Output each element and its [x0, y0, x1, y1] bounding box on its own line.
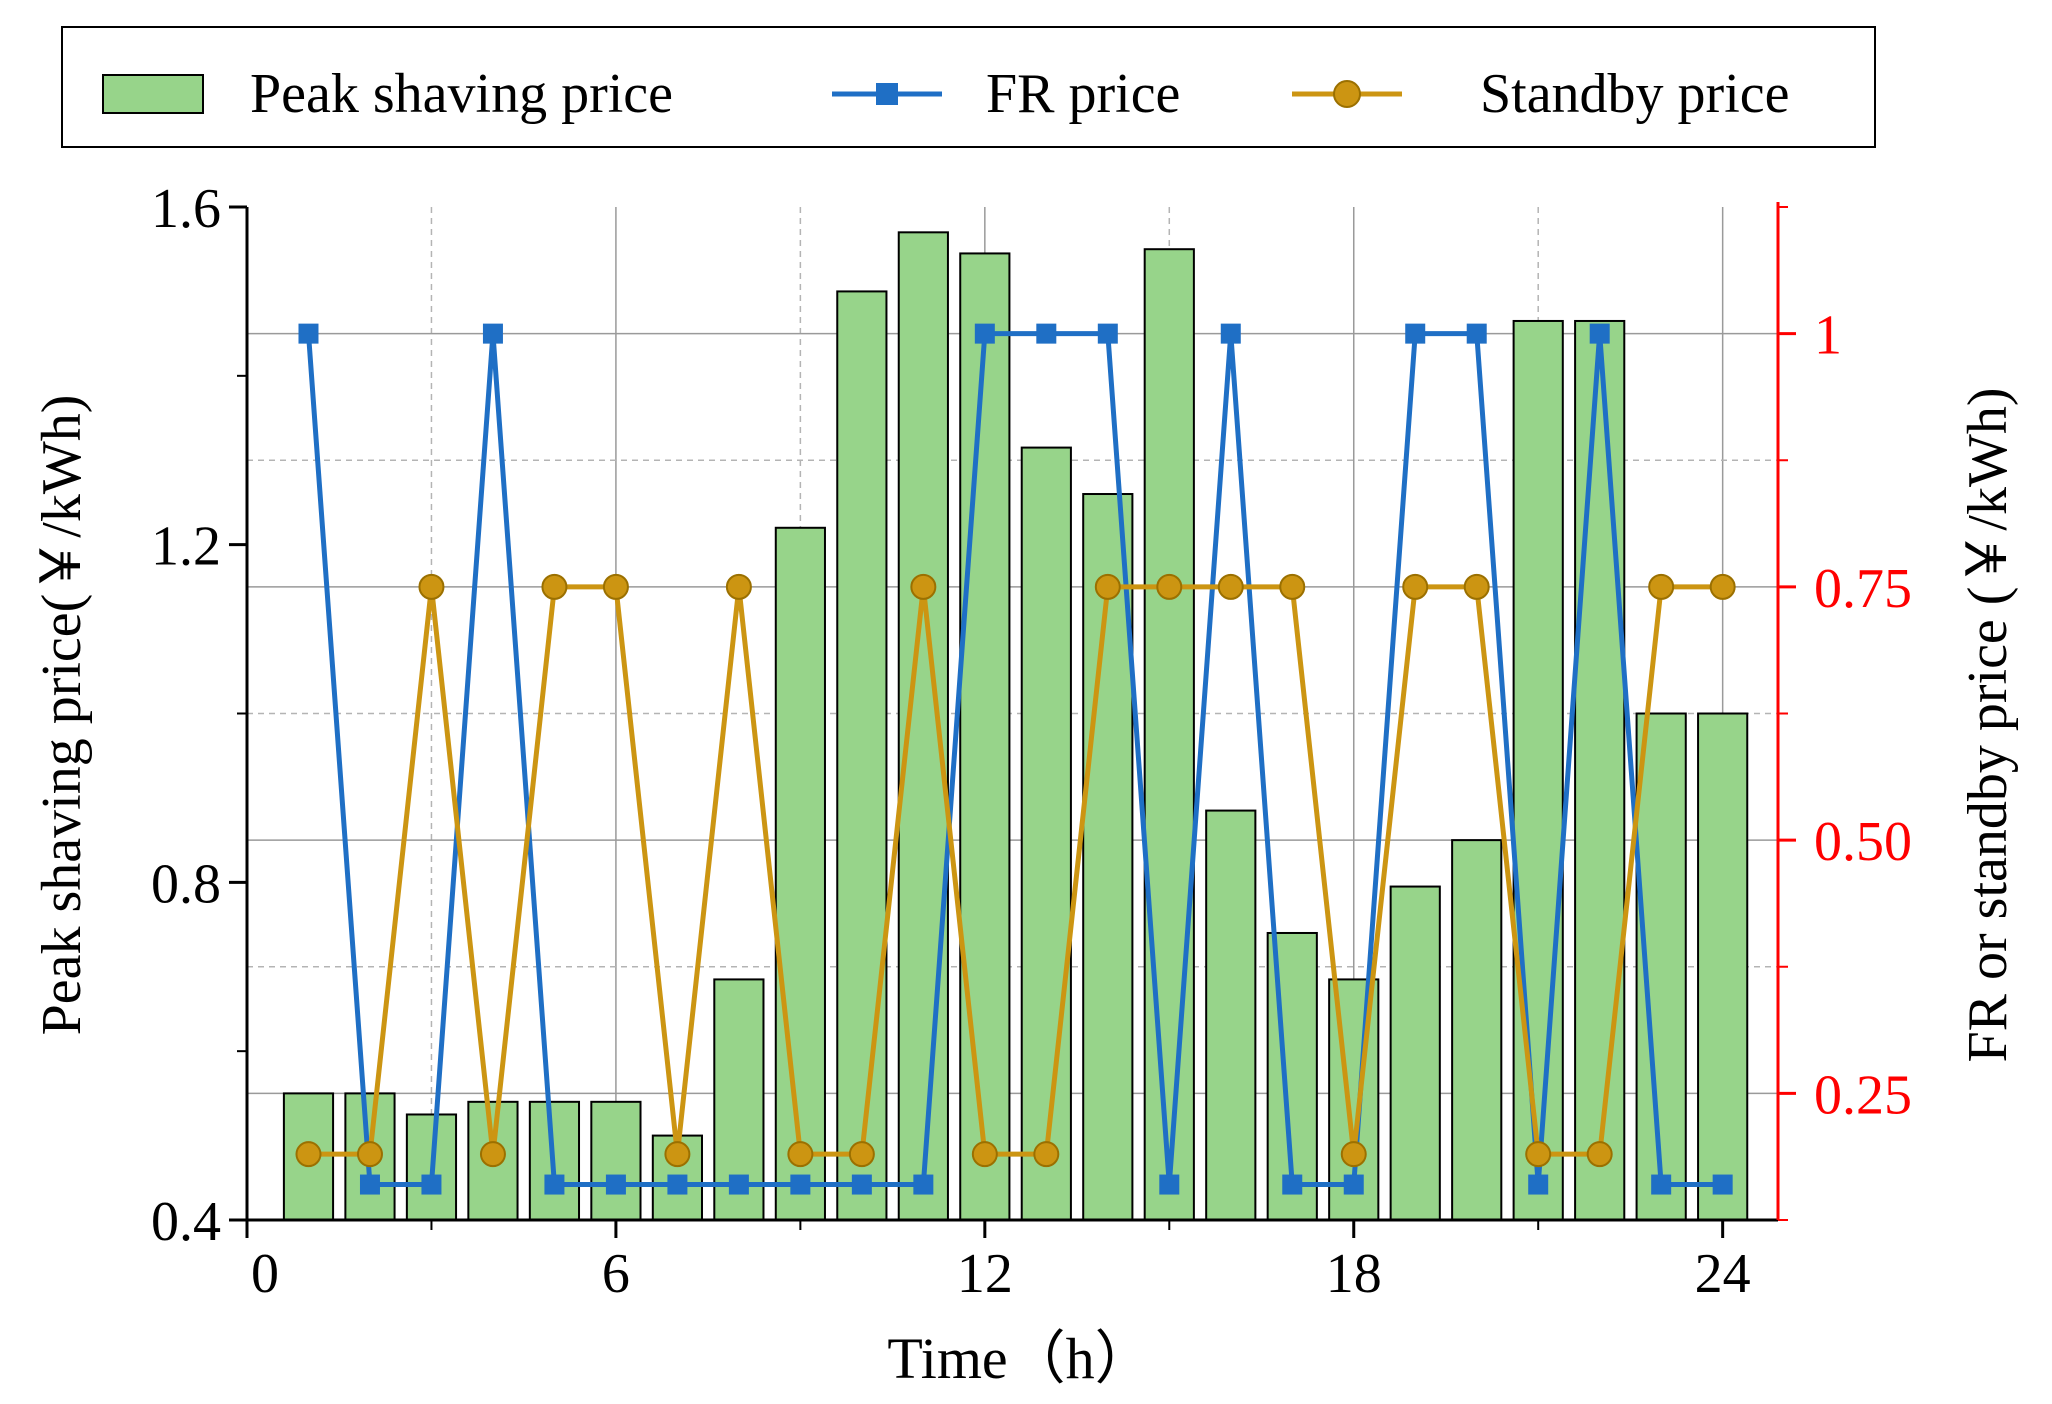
- fr-price-point: [1712, 1174, 1733, 1195]
- standby-price-point: [725, 573, 752, 600]
- bar: [1143, 248, 1195, 1222]
- fr-price-point: [1651, 1174, 1672, 1195]
- bar: [1451, 839, 1503, 1221]
- standby-price-point: [910, 573, 937, 600]
- x-tick-label: 12: [957, 1243, 1013, 1305]
- bar: [1574, 319, 1626, 1221]
- standby-price-point: [602, 573, 629, 600]
- fr-price-point: [1343, 1174, 1364, 1195]
- standby-price-point: [295, 1141, 322, 1168]
- y-left-tick-label: 1.6: [151, 178, 221, 240]
- fr-price-point: [1220, 323, 1241, 344]
- y-right-tick-label: 1: [1814, 305, 1842, 367]
- legend-swatch-standby: [1292, 80, 1402, 108]
- standby-price-point: [1033, 1141, 1060, 1168]
- standby-price-point: [1648, 573, 1675, 600]
- fr-price-point: [1466, 323, 1487, 344]
- fr-price-point: [1589, 323, 1610, 344]
- legend-label-standby: Standby price: [1480, 63, 1789, 125]
- standby-price-point: [1586, 1141, 1613, 1168]
- x-tick-label: 0: [251, 1243, 279, 1305]
- x-tick-label: 6: [602, 1243, 630, 1305]
- fr-price-point: [1528, 1174, 1549, 1195]
- standby-price-point: [1217, 573, 1244, 600]
- series-lines: [295, 323, 1736, 1195]
- standby-price-point: [664, 1141, 691, 1168]
- bar: [1020, 446, 1072, 1221]
- bar: [1082, 493, 1134, 1221]
- legend-label-fr: FR price: [986, 63, 1180, 125]
- y-left-tick-label: 0.8: [151, 853, 221, 915]
- fr-price-point: [1036, 323, 1057, 344]
- legend-label-peak-shaving: Peak shaving price: [250, 63, 673, 125]
- standby-price-point: [1156, 573, 1183, 600]
- fr-price-point: [913, 1174, 934, 1195]
- standby-price-point: [971, 1141, 998, 1168]
- standby-price-point: [356, 1141, 383, 1168]
- y-right-tick-label: 0.75: [1814, 558, 1912, 620]
- y-axis-left-title: Peak shaving price(￥/kWh): [31, 395, 93, 1036]
- standby-price-point: [541, 573, 568, 600]
- x-tick-label: 18: [1326, 1243, 1382, 1305]
- standby-price-point: [1279, 573, 1306, 600]
- bar: [590, 1100, 642, 1221]
- legend-swatch-fr: [832, 83, 942, 105]
- fr-price-point: [1159, 1174, 1180, 1195]
- bar: [1512, 319, 1564, 1221]
- bar: [1697, 712, 1749, 1221]
- standby-price-point: [1525, 1141, 1552, 1168]
- standby-price-point: [1709, 573, 1736, 600]
- fr-price-line: [305, 331, 1723, 1188]
- legend: Peak shaving price FR price Standby pric…: [61, 26, 1876, 148]
- fr-price-point: [667, 1174, 688, 1195]
- standby-price-point: [1402, 573, 1429, 600]
- fr-price-point: [482, 323, 503, 344]
- fr-price-point: [790, 1174, 811, 1195]
- fr-price-point: [851, 1174, 872, 1195]
- fr-price-point: [298, 323, 319, 344]
- y-right-tick-label: 0.50: [1814, 811, 1912, 873]
- y-axis-right-title: FR or standby price (￥/kWh): [1957, 388, 2019, 1063]
- fr-price-point: [1097, 323, 1118, 344]
- x-axis-title: Time（h）: [887, 1326, 1152, 1391]
- x-tick-label: 24: [1695, 1243, 1751, 1305]
- y-left-tick-label: 1.2: [151, 516, 221, 578]
- y-left-tick-label: 0.4: [151, 1191, 221, 1253]
- fr-price-point: [359, 1174, 380, 1195]
- bar: [836, 290, 888, 1221]
- y-right-tick-label: 0.25: [1814, 1064, 1912, 1126]
- fr-price-point: [605, 1174, 626, 1195]
- bar: [1205, 809, 1257, 1221]
- bar: [1389, 885, 1441, 1221]
- standby-price-line: [308, 584, 1723, 1157]
- bars: [282, 231, 1749, 1222]
- standby-price-point: [787, 1141, 814, 1168]
- axes: 0 6 12 18 24 0.4 0.8 1.2 1.6 0.25 0.50 0.75 1: [151, 178, 1912, 1305]
- bar: [774, 526, 826, 1221]
- fr-price-point: [421, 1174, 442, 1195]
- fr-price-point: [1282, 1174, 1303, 1195]
- bar: [959, 252, 1011, 1222]
- fr-price-point: [1405, 323, 1426, 344]
- fr-price-point: [728, 1174, 749, 1195]
- legend-box: [61, 26, 1876, 148]
- standby-price-point: [1340, 1141, 1367, 1168]
- fr-price-point: [974, 323, 995, 344]
- standby-price-point: [418, 573, 445, 600]
- fr-price-point: [544, 1174, 565, 1195]
- standby-price-point: [1463, 573, 1490, 600]
- standby-price-point: [479, 1141, 506, 1168]
- legend-swatch-peak-shaving: [102, 74, 204, 114]
- standby-price-point: [1094, 573, 1121, 600]
- standby-price-point: [848, 1141, 875, 1168]
